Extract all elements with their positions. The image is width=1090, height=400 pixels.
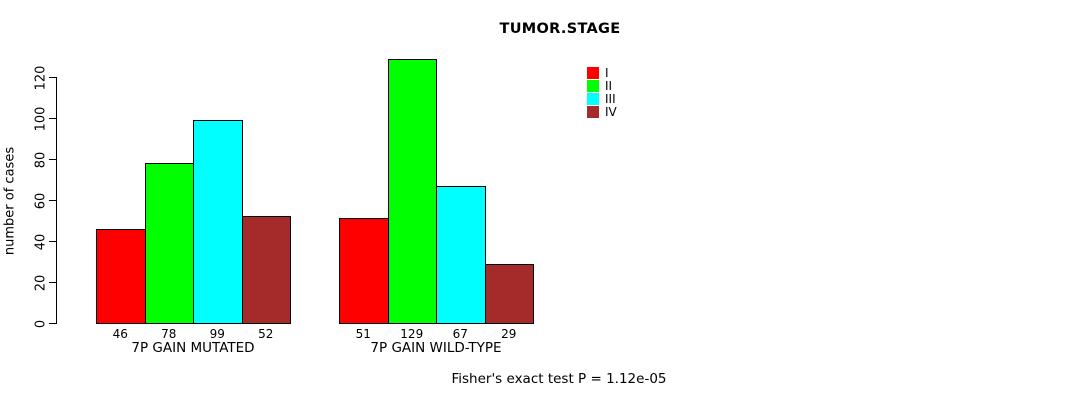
legend: I II III IV [587, 66, 617, 118]
bar-stage-II [387, 58, 437, 324]
legend-swatch [587, 66, 599, 79]
group-label: 7P GAIN MUTATED [131, 340, 255, 356]
legend-swatch [587, 79, 599, 92]
y-tick-label: 60 [33, 192, 49, 209]
y-tick-label: 100 [33, 106, 49, 131]
bar-stage-I [96, 228, 146, 324]
legend-label: III [605, 91, 616, 106]
legend-item: IV [587, 105, 617, 118]
group-label: 7P GAIN WILD-TYPE [370, 340, 502, 356]
bar-stage-IV [241, 216, 291, 324]
bar-stage-I [339, 218, 389, 324]
legend-item: III [587, 92, 617, 105]
fisher-test-annotation: Fisher's exact test P = 1.12e-05 [451, 371, 667, 387]
legend-swatch [587, 105, 599, 118]
y-tick-label: 0 [33, 319, 49, 328]
bar-value-label: 99 [209, 327, 225, 341]
bar-stage-III [193, 120, 243, 324]
y-tick-label: 20 [33, 274, 49, 291]
bar-value-label: 78 [161, 327, 177, 341]
bar-stage-III [436, 185, 486, 324]
bar-stage-IV [484, 263, 534, 324]
bar-value-label: 129 [400, 327, 424, 341]
y-tick-label: 40 [33, 233, 49, 250]
bar-value-label: 29 [501, 327, 517, 341]
y-tick-mark [49, 77, 57, 78]
y-axis-label: number of cases [2, 146, 18, 256]
y-tick-mark [49, 200, 57, 201]
legend-item: I [587, 66, 617, 79]
bar-value-label: 67 [452, 327, 468, 341]
bar-value-label: 52 [258, 327, 274, 341]
y-tick-label: 120 [33, 65, 49, 90]
legend-label: IV [605, 104, 617, 119]
chart-title: TUMOR.STAGE [499, 21, 621, 37]
y-tick-mark [49, 323, 57, 324]
y-tick-mark [49, 282, 57, 283]
y-tick-mark [49, 159, 57, 160]
legend-label: II [605, 78, 613, 93]
bar-value-label: 51 [355, 327, 371, 341]
legend-item: II [587, 79, 617, 92]
y-tick-label: 80 [33, 151, 49, 168]
legend-swatch [587, 92, 599, 105]
y-tick-mark [49, 118, 57, 119]
bar-value-label: 46 [112, 327, 128, 341]
bar-stage-II [144, 163, 194, 324]
y-tick-mark [49, 241, 57, 242]
legend-label: I [605, 65, 609, 80]
